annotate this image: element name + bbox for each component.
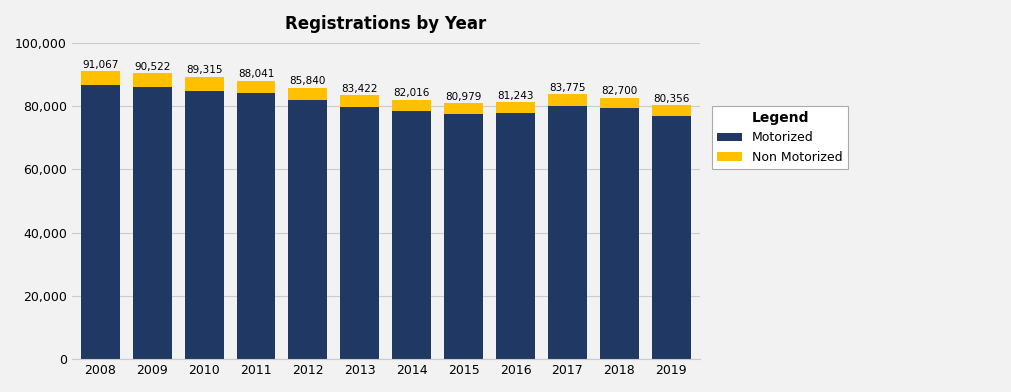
Text: 83,422: 83,422: [342, 84, 378, 94]
Bar: [288, 100, 328, 359]
Text: 80,356: 80,356: [653, 94, 690, 104]
Bar: [444, 103, 483, 114]
Legend: Motorized, Non Motorized: Motorized, Non Motorized: [712, 106, 848, 169]
Text: 91,067: 91,067: [82, 60, 118, 70]
Bar: [652, 116, 691, 359]
Bar: [392, 111, 431, 359]
Bar: [237, 81, 275, 93]
Bar: [341, 107, 379, 359]
Bar: [185, 77, 223, 91]
Text: 85,840: 85,840: [290, 76, 327, 86]
Text: 89,315: 89,315: [186, 65, 222, 75]
Bar: [496, 113, 535, 359]
Text: 88,041: 88,041: [238, 69, 274, 80]
Text: 83,775: 83,775: [549, 83, 585, 93]
Text: 82,700: 82,700: [602, 86, 637, 96]
Title: Registrations by Year: Registrations by Year: [285, 15, 486, 33]
Bar: [600, 108, 639, 359]
Bar: [341, 95, 379, 107]
Bar: [548, 106, 586, 359]
Text: 80,979: 80,979: [446, 92, 482, 102]
Text: 81,243: 81,243: [497, 91, 534, 101]
Bar: [132, 73, 172, 87]
Bar: [392, 100, 431, 111]
Bar: [496, 102, 535, 113]
Text: 90,522: 90,522: [134, 62, 171, 72]
Bar: [132, 87, 172, 359]
Bar: [81, 85, 119, 359]
Bar: [237, 93, 275, 359]
Bar: [288, 88, 328, 100]
Bar: [81, 71, 119, 85]
Bar: [600, 98, 639, 108]
Bar: [185, 91, 223, 359]
Bar: [652, 105, 691, 116]
Text: 82,016: 82,016: [393, 89, 430, 98]
Bar: [444, 114, 483, 359]
Bar: [548, 94, 586, 106]
